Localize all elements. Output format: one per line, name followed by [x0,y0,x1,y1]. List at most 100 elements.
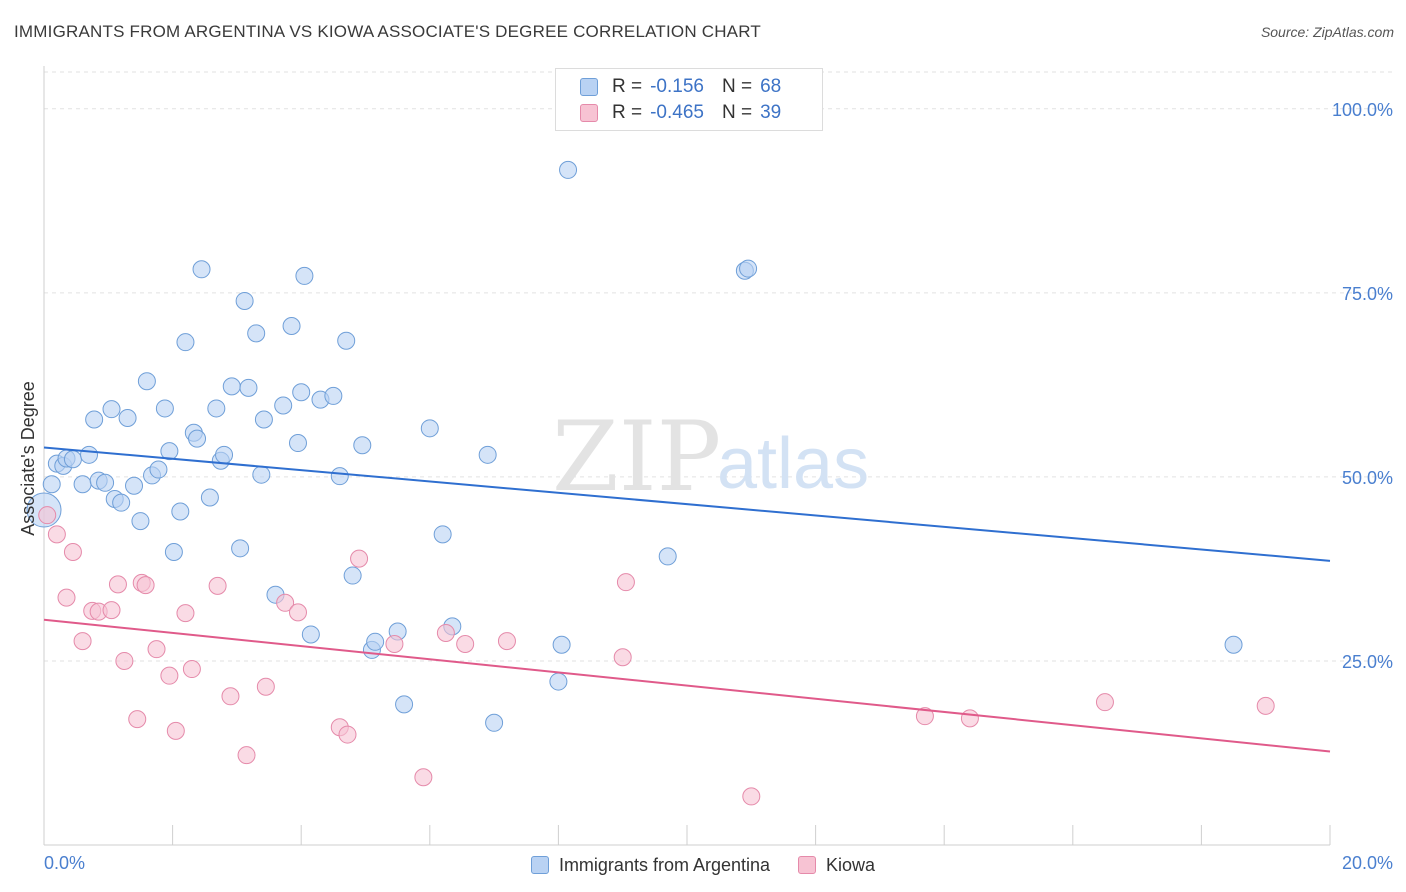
data-point [276,593,295,612]
x-tick-label: 20.0% [1342,853,1393,873]
data-point [215,445,234,464]
data-point [433,525,452,544]
watermark: ZIP atlas [552,401,869,513]
series-argentina [26,160,1243,732]
data-point [176,604,195,623]
data-point [254,410,273,429]
legend-r-value-argentina: -0.156 [650,76,704,97]
data-point [147,640,166,659]
data-point [102,601,121,620]
data-point [478,445,497,464]
data-point [337,331,356,350]
axis-labels: 25.0% 50.0% 75.0% 100.0% 0.0% 20.0% Associate'… [18,100,1393,873]
series-kiowa [38,506,1275,806]
data-point [192,260,211,279]
series-legend: Immigrants from Argentina Kiowa [0,852,1406,878]
legend-label-kiowa: Kiowa [826,854,876,875]
data-point [160,442,179,461]
data-point [497,632,516,651]
legend-item-kiowa[interactable]: Kiowa [798,855,875,876]
data-point [47,525,66,544]
legend-row-kiowa: R = -0.465 N = 39 [580,101,781,125]
data-point [559,160,578,179]
data-point [63,542,82,561]
data-point [436,623,455,642]
legend-r-label: R = [612,76,643,97]
data-point [231,539,250,558]
legend-swatch-argentina [580,78,598,96]
trend-line-argentina [43,446,1331,562]
y-tick-label: 100.0% [1332,100,1393,120]
data-point [301,625,320,644]
data-points [26,160,1275,806]
data-point [385,635,404,654]
y-tick-label: 75.0% [1342,284,1393,304]
data-point [96,473,115,492]
legend-n-value-argentina: 68 [760,76,782,97]
data-point [288,434,307,453]
grid-lines [44,71,1393,662]
data-point [613,648,632,667]
data-point [1256,696,1275,715]
data-point [137,372,156,391]
data-point [395,695,414,714]
data-point [330,467,349,486]
data-point [252,465,271,484]
y-tick-label: 25.0% [1342,652,1393,672]
data-point [149,460,168,479]
legend-swatch-argentina [530,856,549,874]
data-point [552,635,571,654]
data-point [118,409,137,428]
data-point [80,445,99,464]
data-point [485,713,504,732]
data-point [166,721,185,740]
legend-r-label: R = [612,102,643,123]
source-label: Source: ZipAtlas.com [1260,24,1394,40]
data-point [222,377,241,396]
data-point [239,378,258,397]
legend-item-argentina[interactable]: Immigrants from Argentina [530,854,771,876]
axes [43,66,1331,846]
data-point [420,419,439,438]
data-point [125,476,144,495]
data-point [221,687,240,706]
data-point [1095,693,1114,712]
data-point [338,725,357,744]
data-point [131,512,150,531]
data-point [274,396,293,415]
data-point [350,549,369,568]
data-point [353,436,372,455]
legend-n-value-kiowa: 39 [760,102,782,123]
data-point [288,603,307,622]
data-point [237,746,256,765]
data-point [182,660,201,679]
legend-swatch-kiowa [580,104,598,122]
data-point [38,506,57,525]
chart-title: IMMIGRANTS FROM ARGENTINA VS KIOWA ASSOC… [14,22,761,41]
watermark-zip: ZIP [552,401,721,513]
data-point [915,707,934,726]
data-point [1224,635,1243,654]
data-point [115,651,134,670]
x-tick-label: 0.0% [44,853,85,873]
data-point [108,575,127,594]
data-point [112,493,131,512]
watermark-atlas: atlas [717,424,869,504]
data-point [742,787,761,806]
data-point [247,324,266,343]
data-point [208,576,227,595]
data-point [42,475,61,494]
data-point [63,450,82,469]
legend-swatch-kiowa [798,856,817,874]
data-point [456,635,475,654]
legend-label-argentina: Immigrants from Argentina [558,854,771,875]
data-point [136,576,155,595]
data-point [176,333,195,352]
data-point [235,291,254,310]
data-point [549,672,568,691]
data-point [658,547,677,566]
data-point [171,502,190,521]
data-point [102,400,121,419]
correlation-legend: R = -0.156 N = 68 R = -0.465 N = 39 [555,68,823,131]
data-point [164,542,183,561]
